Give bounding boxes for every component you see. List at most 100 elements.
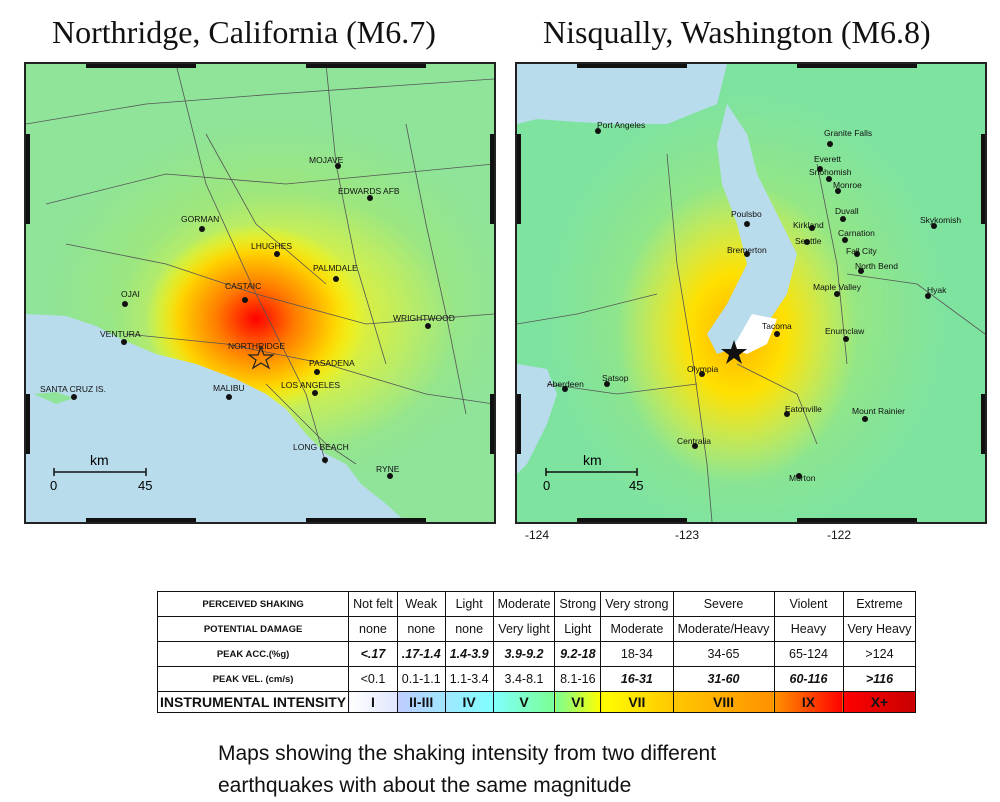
intensity-swatch: VII [600,691,674,713]
legend-cell: Violent [773,591,844,617]
intensity-swatch: VI [554,691,602,713]
svg-text:Everett: Everett [814,154,842,164]
svg-text:Morton: Morton [789,473,816,483]
nisqually-map-title: Nisqually, Washington (M6.8) [543,14,931,50]
legend-row-header: PERCEIVED SHAKING [156,591,350,617]
nisqually-scale-end: 45 [629,478,644,493]
svg-text:Carnation: Carnation [838,228,875,238]
caption-line-1: Maps showing the shaking intensity from … [218,742,717,765]
svg-text:CASTAIC: CASTAIC [225,281,261,291]
legend-cell: Light [444,591,494,617]
svg-text:PALMDALE: PALMDALE [313,263,358,273]
svg-text:Kirkland: Kirkland [793,220,824,230]
legend-cell: 65-124 [773,641,844,667]
legend-row-peak-vel: PEAK VEL. (cm/s) <0.1 0.1-1.1 1.1-3.4 3.… [156,666,917,692]
svg-text:LHUGHES: LHUGHES [251,241,292,251]
northridge-epicenter-star [247,345,275,370]
svg-text:WRIGHTWOOD: WRIGHTWOOD [393,313,455,323]
legend-cell: none [444,616,494,642]
legend-cell: 3.9-9.2 [492,641,556,667]
northridge-scale-start: 0 [50,478,58,493]
svg-text:Hyak: Hyak [927,285,947,295]
legend-row-peak-acc: PEAK ACC.(%g) <.17 .17-1.4 1.4-3.9 3.9-9… [156,641,917,667]
legend-cell: Light [554,616,602,642]
intensity-swatch: IX [773,691,844,713]
svg-text:Tacoma: Tacoma [762,321,792,331]
legend-cell: 16-31 [600,666,674,692]
nisqually-scale-start: 0 [543,478,551,493]
svg-text:Snohomish: Snohomish [809,167,852,177]
legend-cell: >116 [842,666,917,692]
figure-caption: Maps showing the shaking intensity from … [218,738,716,802]
svg-text:LONG BEACH: LONG BEACH [293,442,349,452]
legend-cell: 9.2-18 [554,641,602,667]
legend-cell: Extreme [842,591,917,617]
intensity-legend-table: PERCEIVED SHAKING Not felt Weak Light Mo… [156,591,917,713]
legend-row-potential-damage: POTENTIAL DAMAGE none none none Very lig… [156,616,917,642]
legend-cell: 0.1-1.1 [396,666,446,692]
svg-text:GORMAN: GORMAN [181,214,219,224]
svg-text:Maple Valley: Maple Valley [813,282,862,292]
svg-text:Bremerton: Bremerton [727,245,767,255]
svg-text:Olympia: Olympia [687,364,718,374]
svg-text:Satsop: Satsop [602,373,629,383]
svg-text:Skykomish: Skykomish [920,215,961,225]
svg-text:OJAI: OJAI [121,289,140,299]
legend-row-header: PEAK ACC.(%g) [156,641,350,667]
northridge-scale-unit: km [90,452,109,468]
legend-cell: 18-34 [600,641,674,667]
legend-row-header: INSTRUMENTAL INTENSITY [156,691,350,713]
svg-text:RYNE: RYNE [376,464,400,474]
longitude-tick-124: -124 [525,528,550,542]
svg-text:Seattle: Seattle [795,236,822,246]
legend-cell: Moderate [492,591,556,617]
caption-line-2: earthquakes with about the same magnitud… [218,774,632,797]
svg-text:Fall City: Fall City [846,246,877,256]
legend-cell: Moderate/Heavy [672,616,775,642]
svg-text:LOS ANGELES: LOS ANGELES [281,380,340,390]
intensity-swatch: VIII [672,691,775,713]
svg-text:Duvall: Duvall [835,206,859,216]
svg-text:Enumclaw: Enumclaw [825,326,865,336]
legend-cell: 34-65 [672,641,775,667]
svg-text:Centralia: Centralia [677,436,711,446]
svg-text:Poulsbo: Poulsbo [731,209,762,219]
svg-text:Port Angeles: Port Angeles [597,120,645,130]
legend-cell: none [396,616,446,642]
legend-cell: Moderate [600,616,674,642]
longitude-tick-123: -123 [675,528,700,542]
legend-cell: Very Heavy [842,616,917,642]
legend-cell: Very strong [600,591,674,617]
legend-row-header: PEAK VEL. (cm/s) [156,666,350,692]
legend-cell: Very light [492,616,556,642]
legend-cell: 1.4-3.9 [444,641,494,667]
legend-cell: Heavy [773,616,844,642]
northridge-shakemap: MOJAVE EDWARDS AFB GORMAN LHUGHES PALMDA… [24,62,496,524]
legend-cell: >124 [842,641,917,667]
svg-text:Mount Rainier: Mount Rainier [852,406,905,416]
svg-text:Monroe: Monroe [833,180,862,190]
legend-cell: 1.1-3.4 [444,666,494,692]
svg-text:Eatonville: Eatonville [785,404,822,414]
intensity-swatch: I [348,691,398,713]
svg-text:MOJAVE: MOJAVE [309,155,344,165]
svg-text:Aberdeen: Aberdeen [547,379,584,389]
nisqually-shakemap: Port Angeles Granite Falls Everett Snoho… [515,62,987,524]
legend-cell: Not felt [348,591,398,617]
nisqually-scale-unit: km [583,452,602,468]
legend-row-header: POTENTIAL DAMAGE [156,616,350,642]
legend-row-intensity: INSTRUMENTAL INTENSITY I II-III IV V VI … [156,691,917,713]
svg-text:EDWARDS AFB: EDWARDS AFB [338,186,400,196]
svg-text:VENTURA: VENTURA [100,329,141,339]
legend-row-perceived-shaking: PERCEIVED SHAKING Not felt Weak Light Mo… [156,591,917,617]
legend-cell: Severe [672,591,775,617]
intensity-swatch: X+ [842,691,917,713]
legend-cell: 8.1-16 [554,666,602,692]
legend-cell: 60-116 [773,666,844,692]
legend-cell: <0.1 [348,666,398,692]
svg-text:NORTHRIDGE: NORTHRIDGE [228,341,285,351]
legend-cell: .17-1.4 [396,641,446,667]
legend-cell: <.17 [348,641,398,667]
svg-text:North Bend: North Bend [855,261,898,271]
intensity-swatch: II-III [396,691,446,713]
